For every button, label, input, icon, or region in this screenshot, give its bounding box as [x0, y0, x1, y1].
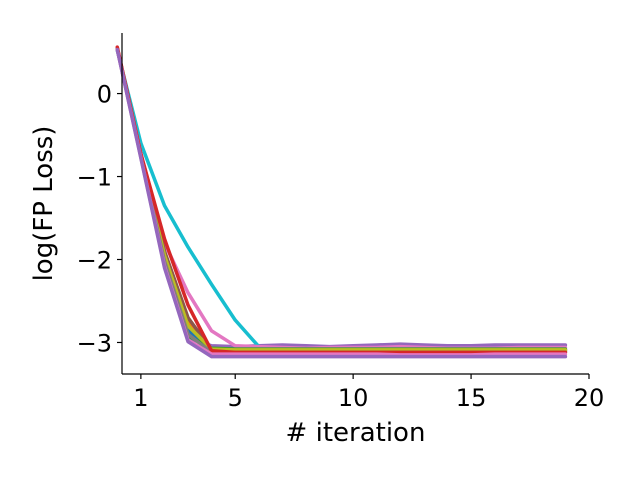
series-line-1	[115, 46, 568, 349]
y-tick-label: −3	[77, 329, 112, 357]
y-tick-label: −2	[77, 247, 112, 275]
series-layer	[115, 45, 568, 359]
y-ticks: 0 −1 −2 −3	[77, 81, 122, 357]
x-tick-label: 10	[338, 384, 369, 412]
x-tick-label: 5	[228, 384, 243, 412]
y-tick-label: 0	[97, 81, 112, 109]
series-line-8	[115, 47, 568, 352]
series-line-7	[115, 47, 568, 353]
series-line-12	[115, 47, 568, 359]
x-tick-label: 15	[456, 384, 487, 412]
x-tick-label: 1	[133, 384, 148, 412]
x-axis-title: # iteration	[286, 418, 426, 448]
x-ticks: 1 5 10 15 20	[133, 374, 604, 412]
y-tick-label: −1	[77, 164, 112, 192]
y-axis-title: log(FP Loss)	[29, 126, 59, 282]
x-tick-label: 20	[574, 384, 605, 412]
